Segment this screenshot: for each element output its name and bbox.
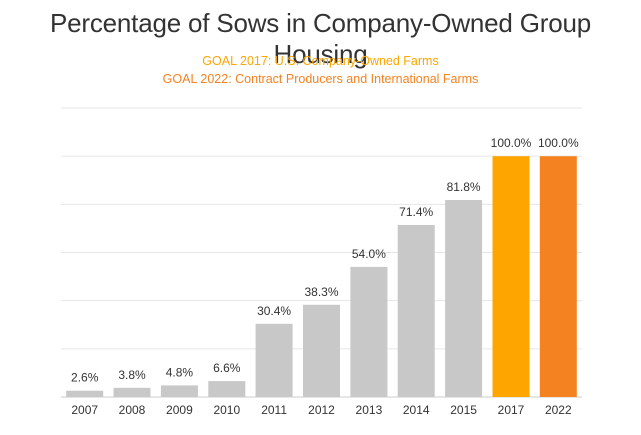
value-label-2009: 4.8% [166,365,194,379]
bar-2013 [350,266,388,397]
x-tick-2015: 2015 [450,403,477,417]
x-axis-ticks: 2007 2008 2009 2010 2011 2012 2013 2014 2015 2017… [71,403,572,417]
value-label-2011: 30.4% [257,304,291,318]
x-tick-2012: 2012 [308,403,335,417]
value-label-2010: 6.6% [213,361,241,375]
x-tick-2009: 2009 [166,403,193,417]
value-label-2012: 38.3% [304,285,338,299]
x-tick-2008: 2008 [119,403,146,417]
x-tick-2013: 2013 [356,403,383,417]
x-tick-2011: 2011 [261,403,287,417]
bar-2011 [255,323,293,397]
x-tick-2022: 2022 [545,403,572,417]
bar-2014 [397,225,435,397]
bar-2009 [160,385,198,397]
value-labels: 2.6% 3.8% 4.8% 6.6% 30.4% 38.3% 54.0% 71.4% 81.8… [71,136,579,385]
bar-2007 [66,390,104,397]
bar-2010 [208,381,246,397]
x-tick-2010: 2010 [213,403,240,417]
value-label-2008: 3.8% [118,368,146,382]
goal-2022-subtitle: GOAL 2022: Contract Producers and Intern… [162,72,479,86]
value-label-2022: 100.0% [538,136,579,150]
bar-2022 [539,156,577,397]
value-label-2014: 71.4% [399,205,433,219]
bar-2012 [303,304,340,397]
chart-title: Percentage of Sows in Company-Owned Grou… [50,8,591,69]
x-tick-2007: 2007 [71,403,98,417]
goal-2017-subtitle: GOAL 2017: U.S. Company-Owned Farms [202,54,439,68]
bar-2015 [445,200,483,397]
x-tick-2014: 2014 [403,403,430,417]
bar-2017 [492,156,530,397]
bars [66,156,577,397]
value-label-2013: 54.0% [352,247,386,261]
bar-2008 [113,387,151,397]
value-label-2017: 100.0% [491,136,532,150]
x-tick-2017: 2017 [498,403,525,417]
value-label-2015: 81.8% [447,180,481,194]
value-label-2007: 2.6% [71,371,99,385]
